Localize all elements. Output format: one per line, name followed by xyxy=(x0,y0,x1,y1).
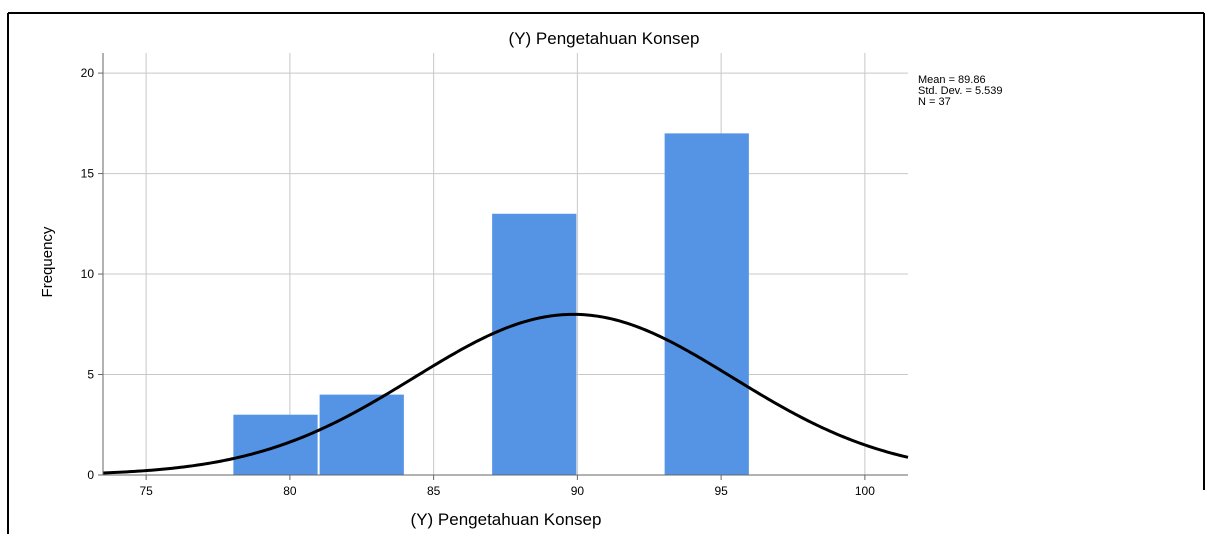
axes-layer xyxy=(102,53,908,476)
tick-labels-layer: 75 80 85 90 95 100 0 5 10 15 20 xyxy=(81,66,876,498)
x-tick-label: 80 xyxy=(283,484,297,498)
stats-box: Mean = 89.86 Std. Dev. = 5.539 N = 37 xyxy=(918,74,1003,108)
stats-std-dev: Std. Dev. = 5.539 xyxy=(918,85,1003,97)
chart-title: (Y) Pengetahuan Konsep xyxy=(509,29,700,48)
x-tick-label: 85 xyxy=(427,484,441,498)
y-tick-label: 15 xyxy=(81,167,95,181)
histogram-bar xyxy=(319,394,404,475)
x-axis-label: (Y) Pengetahuan Konsep xyxy=(411,510,602,529)
histogram-bar xyxy=(233,414,318,475)
x-tick-label: 75 xyxy=(139,484,153,498)
normal-curve xyxy=(102,312,909,475)
histogram-bar xyxy=(492,213,577,475)
y-tick-label: 0 xyxy=(87,468,94,482)
stats-mean: Mean = 89.86 xyxy=(918,74,986,86)
x-tick-label: 90 xyxy=(571,484,585,498)
stats-n: N = 37 xyxy=(918,96,951,108)
x-tick-label: 100 xyxy=(855,484,875,498)
bars-layer xyxy=(233,133,749,475)
y-tick-label: 10 xyxy=(81,267,95,281)
x-tick-label: 95 xyxy=(714,484,728,498)
y-tick-label: 20 xyxy=(81,66,95,80)
grid-layer xyxy=(103,53,908,475)
histogram-bar xyxy=(664,133,749,475)
y-tick-label: 5 xyxy=(87,368,94,382)
y-axis-label: Frequency xyxy=(39,226,56,297)
curve-layer xyxy=(102,312,909,475)
